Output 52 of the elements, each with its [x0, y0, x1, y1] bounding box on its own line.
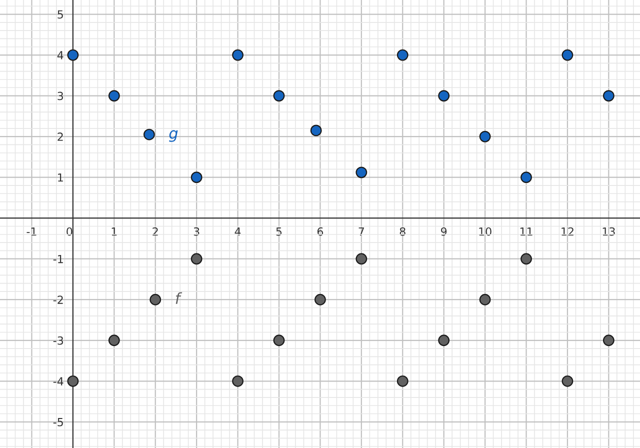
- point: [314, 294, 326, 306]
- point: [562, 375, 574, 387]
- x-tick-label: 6: [317, 227, 324, 236]
- point: [520, 172, 532, 184]
- point: [310, 124, 322, 136]
- x-tick-label: -1: [26, 227, 36, 236]
- y-tick-label: 2: [58, 132, 63, 141]
- point: [356, 166, 368, 178]
- point: [396, 375, 408, 387]
- y-tick-label: 3: [58, 92, 64, 100]
- point: [232, 49, 244, 61]
- point: [438, 90, 450, 102]
- point: [396, 49, 408, 61]
- series-label: g: [169, 130, 178, 142]
- point: [479, 130, 491, 142]
- point: [190, 253, 202, 265]
- x-tick-label: 11: [520, 227, 532, 236]
- x-tick-label: 13: [602, 227, 615, 236]
- y-tick-label: -1: [53, 254, 63, 264]
- x-tick-label: 7: [358, 227, 364, 236]
- y-tick-label: -4: [53, 377, 64, 386]
- point: [108, 90, 120, 102]
- y-tick-label: 1: [58, 173, 63, 182]
- point: [190, 172, 202, 184]
- point: [273, 334, 285, 346]
- x-tick-label: 9: [441, 227, 447, 236]
- x-tick-label: 12: [562, 227, 574, 236]
- point: [108, 334, 120, 346]
- y-tick-label: -3: [53, 336, 64, 345]
- point: [232, 375, 244, 387]
- series-label: f: [176, 292, 182, 304]
- point: [438, 334, 450, 346]
- x-tick-label: 3: [194, 227, 200, 236]
- point: [479, 294, 491, 306]
- y-tick-label: 5: [58, 10, 63, 19]
- point: [67, 49, 79, 61]
- point: [520, 253, 532, 265]
- point: [143, 128, 155, 140]
- point: [356, 253, 368, 265]
- point: [602, 334, 614, 346]
- y-tick-label: -2: [53, 296, 63, 304]
- point: [150, 294, 162, 306]
- point: [602, 90, 614, 102]
- y-tick-label: 4: [57, 51, 64, 60]
- point: [67, 375, 79, 387]
- x-tick-label: 2: [152, 227, 158, 236]
- x-tick-label: 5: [276, 227, 282, 236]
- point: [273, 90, 285, 102]
- point: [562, 49, 574, 61]
- y-tick-label: -5: [53, 418, 63, 426]
- x-tick-label: 4: [234, 227, 241, 236]
- x-tick-label: 1: [112, 227, 117, 236]
